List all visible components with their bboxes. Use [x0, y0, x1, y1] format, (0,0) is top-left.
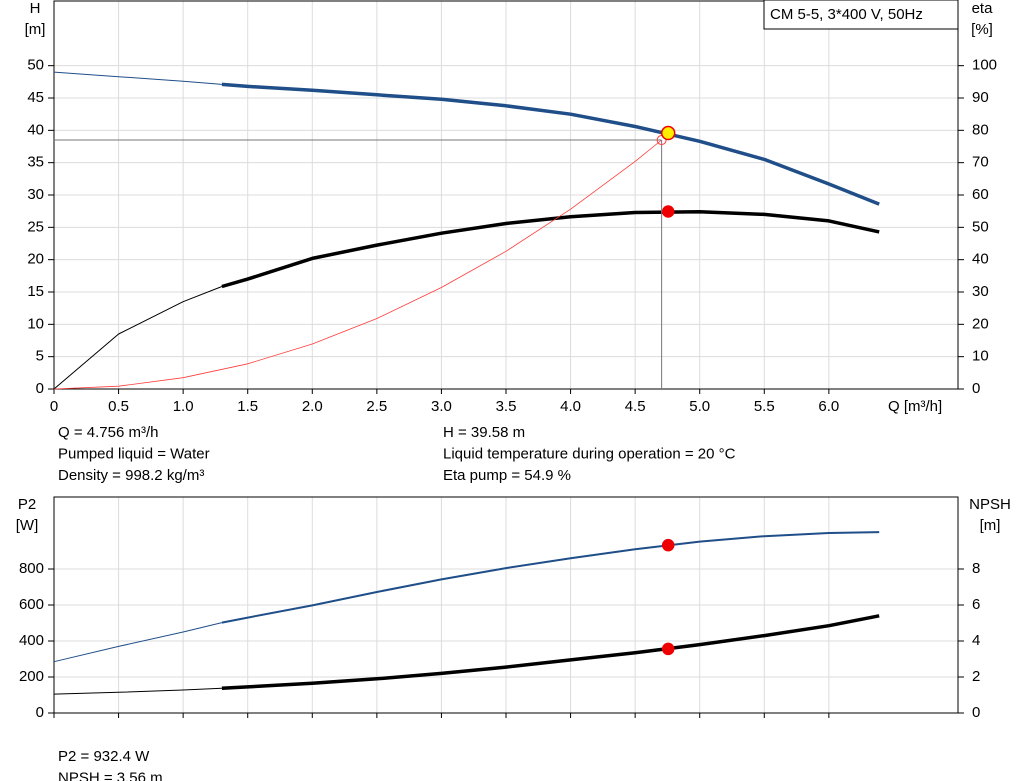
- y-axis-label: [W]: [16, 517, 39, 534]
- y-tick-label: 20: [27, 251, 44, 268]
- y2-tick-label: 20: [972, 315, 989, 332]
- curve: [221, 210, 880, 289]
- curve: [221, 614, 880, 690]
- curve-thin: [53, 622, 223, 663]
- x-tick-label: 2.0: [302, 398, 323, 415]
- plot-frame: [53, 496, 959, 714]
- curve-thin: [53, 687, 222, 695]
- y2-tick-label: 0: [972, 704, 980, 721]
- y-tick-label: 50: [27, 57, 44, 74]
- y2-axis-label: [%]: [971, 21, 993, 38]
- info-text: Pumped liquid = Water: [58, 445, 210, 462]
- operating-point: [660, 125, 676, 141]
- info-text: Q = 4.756 m³/h: [58, 424, 158, 441]
- info-text: Eta pump = 54.9 %: [443, 467, 571, 484]
- chart-title: CM 5-5, 3*400 V, 50Hz: [770, 6, 923, 23]
- y-tick-label: 200: [19, 668, 44, 685]
- x-tick-label: 0.5: [108, 398, 129, 415]
- x-tick-label: 3.0: [431, 398, 452, 415]
- x-tick-label: 1.0: [173, 398, 194, 415]
- y2-tick-label: 70: [972, 154, 989, 171]
- curve: [221, 82, 880, 206]
- y2-tick-label: 80: [972, 121, 989, 138]
- curve: [221, 531, 880, 624]
- y-tick-label: 5: [36, 348, 44, 365]
- x-tick-label: 6.0: [818, 398, 839, 415]
- y-tick-label: 40: [27, 121, 44, 138]
- y-tick-label: 400: [19, 632, 44, 649]
- y2-axis-label: eta: [972, 0, 994, 17]
- y-axis-label: H: [30, 0, 41, 17]
- y2-tick-label: 2: [972, 668, 980, 685]
- y2-tick-label: 8: [972, 560, 980, 577]
- y-tick-label: 800: [19, 560, 44, 577]
- y2-tick-label: 30: [972, 283, 989, 300]
- y2-tick-label: 4: [972, 632, 980, 649]
- info-text: Density = 998.2 kg/m³: [58, 467, 204, 484]
- operating-point: [661, 205, 675, 218]
- legend-box: [763, 0, 959, 30]
- y2-tick-label: 40: [972, 251, 989, 268]
- x-tick-label: 0: [50, 398, 58, 415]
- x-tick-label: 2.5: [366, 398, 387, 415]
- info-text: NPSH = 3.56 m: [58, 769, 163, 781]
- y-tick-label: 0: [36, 380, 44, 397]
- y-axis-label: P2: [18, 496, 36, 513]
- curve-thin: [53, 71, 222, 85]
- x-tick-label: 4.5: [625, 398, 646, 415]
- x-tick-label: 1.5: [237, 398, 258, 415]
- y2-tick-label: 100: [972, 57, 997, 74]
- info-text: H = 39.58 m: [443, 424, 525, 441]
- y-axis-label: [m]: [25, 21, 46, 38]
- system-curve: [53, 139, 662, 390]
- info-text: Liquid temperature during operation = 20…: [443, 445, 736, 462]
- y-tick-label: 600: [19, 596, 44, 613]
- y-tick-label: 30: [27, 186, 44, 203]
- y-tick-label: 10: [27, 315, 44, 332]
- x-axis-label: Q [m³/h]: [888, 398, 942, 415]
- y2-tick-label: 6: [972, 596, 980, 613]
- y-tick-label: 15: [27, 283, 44, 300]
- y2-axis-label: [m]: [980, 517, 1001, 534]
- y-tick-label: 45: [27, 89, 44, 106]
- y2-axis-label: NPSH: [969, 496, 1011, 513]
- y2-tick-label: 60: [972, 186, 989, 203]
- y2-tick-label: 50: [972, 218, 989, 235]
- y-tick-label: 35: [27, 154, 44, 171]
- y2-tick-label: 90: [972, 89, 989, 106]
- y-tick-label: 0: [36, 704, 44, 721]
- info-text: P2 = 932.4 W: [58, 748, 150, 765]
- x-tick-label: 3.5: [496, 398, 517, 415]
- x-tick-label: 4.0: [560, 398, 581, 415]
- x-tick-label: 5.0: [689, 398, 710, 415]
- y2-tick-label: 0: [972, 380, 980, 397]
- curve-thin: [53, 286, 223, 390]
- operating-point: [661, 538, 675, 552]
- x-tick-label: 5.5: [754, 398, 775, 415]
- y-tick-label: 25: [27, 218, 44, 235]
- plot-frame: [53, 0, 959, 390]
- y2-tick-label: 10: [972, 348, 989, 365]
- operating-point: [661, 642, 675, 656]
